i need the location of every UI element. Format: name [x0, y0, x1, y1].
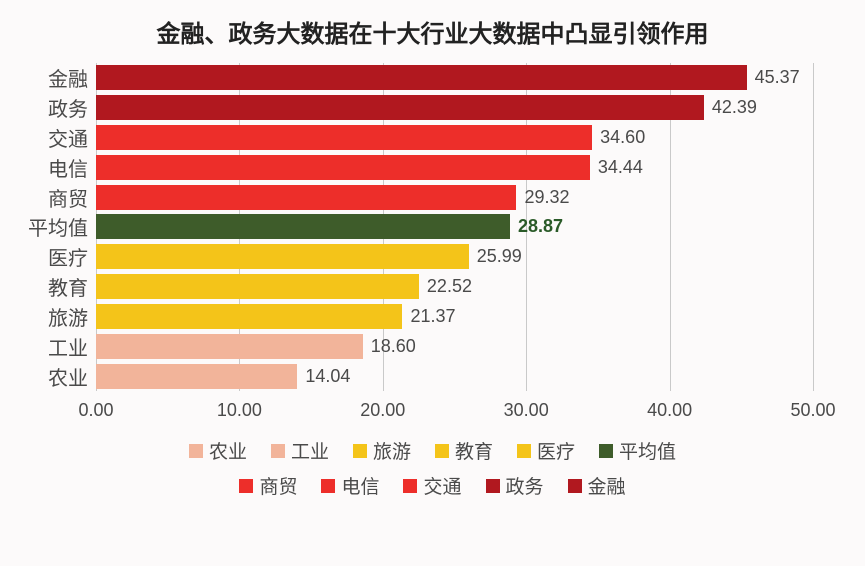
legend-swatch — [271, 444, 285, 458]
legend-item: 交通 — [403, 472, 461, 499]
x-tick-label: 50.00 — [790, 400, 835, 421]
bar-value-label: 14.04 — [305, 366, 350, 387]
legend: 农业 工业 旅游 教育 医疗 平均值商贸 电信 交通 政务 金融 — [22, 437, 843, 499]
bar — [96, 214, 510, 239]
legend-swatch — [321, 479, 335, 493]
bar-value-label: 29.32 — [524, 187, 569, 208]
y-axis-label: 交通 — [48, 123, 88, 152]
bar-row: 农业14.04 — [96, 364, 813, 389]
chart-container: 金融、政务大数据在十大行业大数据中凸显引领作用 0.0010.0020.0030… — [0, 0, 865, 566]
bar-row: 商贸29.32 — [96, 185, 813, 210]
y-axis-label: 旅游 — [48, 302, 88, 331]
y-axis-label: 教育 — [48, 272, 88, 301]
bar — [96, 274, 419, 299]
legend-swatch — [517, 444, 531, 458]
legend-item: 电信 — [321, 472, 379, 499]
bar-row: 平均值28.87 — [96, 214, 813, 239]
legend-item: 金融 — [568, 472, 626, 499]
y-axis-label: 医疗 — [48, 242, 88, 271]
bar-row: 医疗25.99 — [96, 244, 813, 269]
bar — [96, 334, 363, 359]
legend-row: 商贸 电信 交通 政务 金融 — [102, 472, 763, 499]
x-tick-label: 20.00 — [360, 400, 405, 421]
legend-label: 工业 — [291, 437, 329, 464]
y-axis-label: 金融 — [48, 63, 88, 92]
plot-area: 0.0010.0020.0030.0040.0050.00 金融45.37政务4… — [22, 63, 843, 425]
legend-label: 医疗 — [537, 437, 575, 464]
x-tick-label: 0.00 — [78, 400, 113, 421]
bar-value-label: 28.87 — [518, 216, 563, 237]
bars-group: 金融45.37 政务42.39 交通34.60 电信34.44 商贸29.32 平均值28… — [96, 63, 813, 391]
y-axis-label: 工业 — [48, 332, 88, 361]
bar — [96, 244, 469, 269]
y-axis-label: 平均值 — [28, 212, 88, 241]
legend-item: 农业 — [189, 437, 247, 464]
legend-row: 农业 工业 旅游 教育 医疗 平均值 — [102, 437, 763, 464]
bar-row: 交通34.60 — [96, 125, 813, 150]
legend-swatch — [486, 479, 500, 493]
legend-item: 平均值 — [599, 437, 676, 464]
bar-row: 工业18.60 — [96, 334, 813, 359]
x-tick-label: 40.00 — [647, 400, 692, 421]
chart-title: 金融、政务大数据在十大行业大数据中凸显引领作用 — [22, 14, 843, 49]
bar-row: 教育22.52 — [96, 274, 813, 299]
bar-value-label: 25.99 — [477, 246, 522, 267]
bar — [96, 185, 516, 210]
bar — [96, 125, 592, 150]
legend-swatch — [435, 444, 449, 458]
legend-swatch — [353, 444, 367, 458]
legend-label: 交通 — [423, 472, 461, 499]
bar-value-label: 22.52 — [427, 276, 472, 297]
legend-swatch — [568, 479, 582, 493]
legend-label: 教育 — [455, 437, 493, 464]
bar — [96, 364, 297, 389]
bar-row: 金融45.37 — [96, 65, 813, 90]
legend-item: 教育 — [435, 437, 493, 464]
legend-item: 政务 — [486, 472, 544, 499]
bar-row: 政务42.39 — [96, 95, 813, 120]
legend-label: 农业 — [209, 437, 247, 464]
legend-swatch — [599, 444, 613, 458]
legend-label: 商贸 — [259, 472, 297, 499]
bar-value-label: 42.39 — [712, 97, 757, 118]
bar-value-label: 34.44 — [598, 157, 643, 178]
legend-label: 政务 — [506, 472, 544, 499]
x-tick-label: 30.00 — [504, 400, 549, 421]
bar-row: 旅游21.37 — [96, 304, 813, 329]
legend-label: 平均值 — [619, 437, 676, 464]
legend-label: 金融 — [588, 472, 626, 499]
legend-item: 医疗 — [517, 437, 575, 464]
legend-label: 电信 — [341, 472, 379, 499]
bar-value-label: 45.37 — [755, 67, 800, 88]
y-axis-label: 农业 — [48, 362, 88, 391]
bar — [96, 304, 402, 329]
legend-swatch — [189, 444, 203, 458]
x-tick-label: 10.00 — [217, 400, 262, 421]
y-axis-label: 政务 — [48, 93, 88, 122]
plot-inner: 0.0010.0020.0030.0040.0050.00 金融45.37政务4… — [96, 63, 813, 391]
legend-item: 旅游 — [353, 437, 411, 464]
gridline — [813, 63, 814, 391]
legend-swatch — [239, 479, 253, 493]
bar — [96, 95, 704, 120]
bar-value-label: 34.60 — [600, 127, 645, 148]
bar-row: 电信34.44 — [96, 155, 813, 180]
legend-swatch — [403, 479, 417, 493]
bar-value-label: 21.37 — [410, 306, 455, 327]
y-axis-label: 商贸 — [48, 183, 88, 212]
bar-value-label: 18.60 — [371, 336, 416, 357]
bar — [96, 65, 747, 90]
y-axis-label: 电信 — [48, 153, 88, 182]
legend-item: 工业 — [271, 437, 329, 464]
legend-label: 旅游 — [373, 437, 411, 464]
legend-item: 商贸 — [239, 472, 297, 499]
bar — [96, 155, 590, 180]
